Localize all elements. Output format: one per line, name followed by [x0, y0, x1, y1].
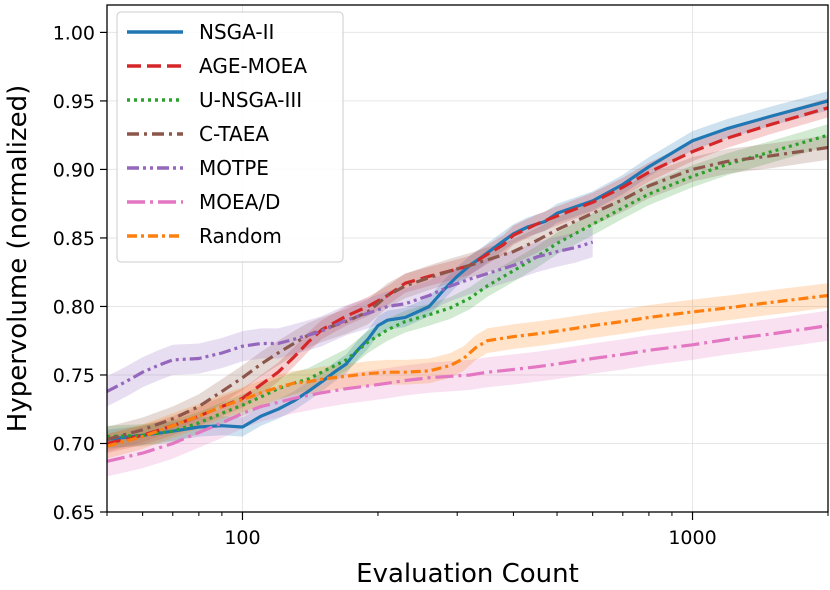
band-motpe — [107, 227, 593, 407]
legend-box — [116, 11, 344, 263]
y-tick-label: 0.70 — [53, 433, 95, 455]
y-tick-label: 0.75 — [53, 365, 95, 387]
band-random — [107, 283, 828, 459]
legend-label-age-moea: AGE-MOEA — [199, 54, 307, 78]
band-nsga-ii — [107, 91, 828, 450]
axis-ticks: 0.65 0.70 0.75 0.80 0.85 0.90 0.95 1.00 100 1000 — [53, 22, 829, 549]
series-lines — [106, 99, 829, 463]
legend-label-random: Random — [199, 224, 282, 248]
legend: NSGA-II AGE-MOEA U-NSGA-III C-TAEA MOTPE MOEA… — [116, 11, 344, 263]
legend-label-u-nsga-iii: U-NSGA-III — [199, 88, 302, 112]
series-line-random — [106, 293, 829, 448]
y-axis-label: Hypervolume (normalized) — [3, 85, 33, 432]
band-moea-d — [107, 310, 828, 477]
y-tick-label: 0.90 — [53, 159, 95, 181]
series-line-u-nsga-iii — [106, 133, 829, 439]
confidence-bands — [107, 91, 828, 477]
y-tick-label: 0.85 — [53, 228, 95, 250]
series-line-c-taea — [106, 145, 829, 441]
x-axis-label: Evaluation Count — [356, 559, 579, 589]
series-line-moea-d — [106, 324, 829, 463]
x-tick-label: 100 — [224, 527, 260, 549]
band-age-moea — [107, 98, 828, 454]
legend-label-motpe: MOTPE — [199, 156, 269, 180]
series-line-age-moea — [106, 106, 829, 446]
y-tick-label: 0.95 — [53, 91, 95, 113]
series-line-nsga-ii — [106, 99, 829, 441]
x-tick-label: 1000 — [668, 527, 716, 549]
series-line-motpe — [106, 240, 594, 393]
legend-label-moea-d: MOEA/D — [199, 190, 280, 214]
y-tick-label: 0.65 — [53, 502, 95, 524]
band-u-nsga-iii — [107, 124, 828, 448]
y-tick-label: 1.00 — [53, 22, 95, 44]
legend-label-c-taea: C-TAEA — [199, 122, 269, 146]
legend-label-nsga-ii: NSGA-II — [199, 20, 274, 44]
y-tick-label: 0.80 — [53, 296, 95, 318]
band-c-taea — [107, 135, 828, 452]
plot-frame — [106, 4, 829, 513]
